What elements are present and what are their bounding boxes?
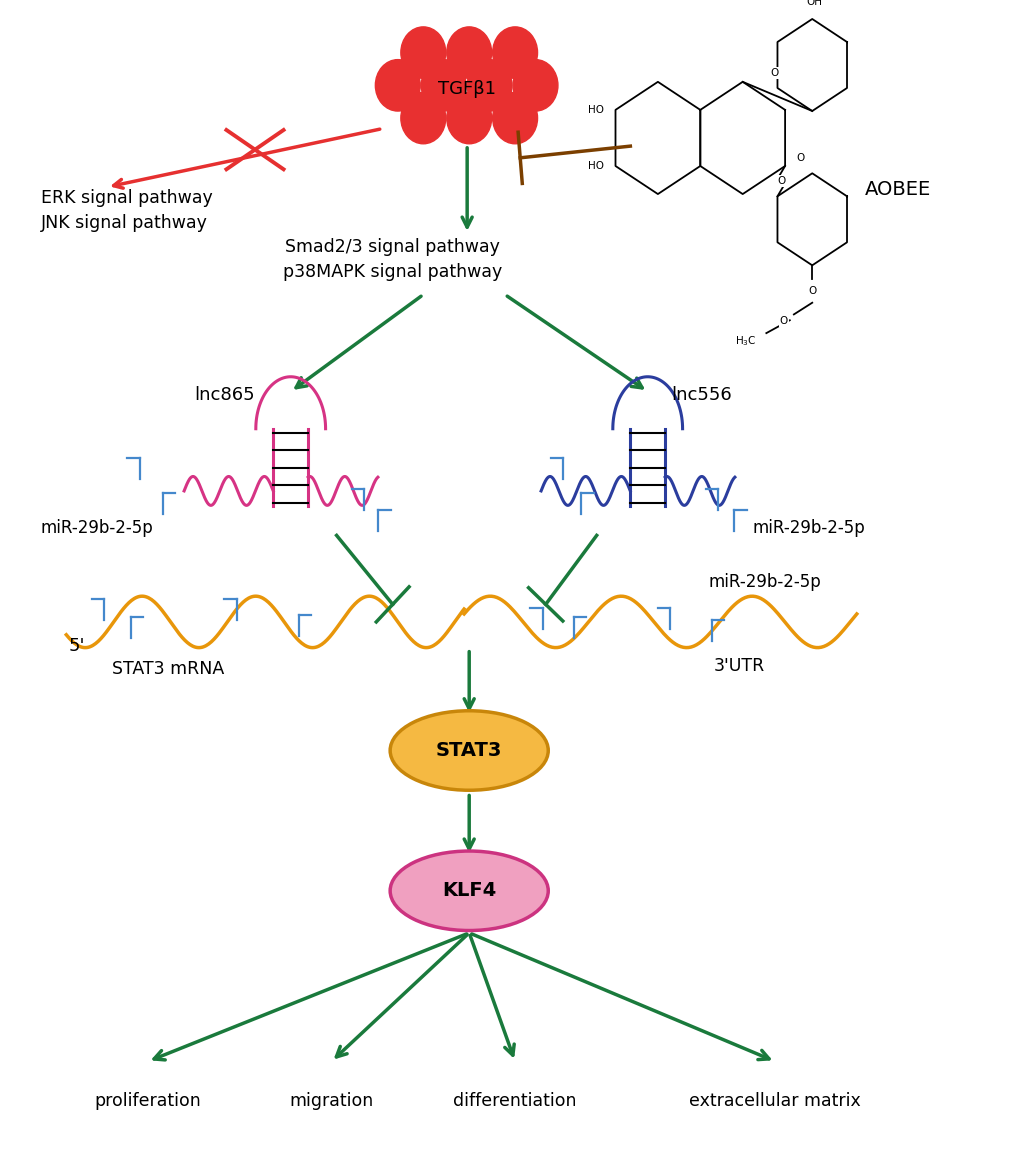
Text: STAT3: STAT3 xyxy=(435,741,502,760)
Text: TGFβ1: TGFβ1 xyxy=(438,79,495,98)
Text: O: O xyxy=(796,153,804,162)
Circle shape xyxy=(400,27,445,78)
Circle shape xyxy=(492,27,537,78)
Text: O: O xyxy=(779,317,787,326)
Circle shape xyxy=(446,92,491,144)
Circle shape xyxy=(400,92,445,144)
Text: H$_3$C: H$_3$C xyxy=(734,334,755,348)
Circle shape xyxy=(421,60,466,111)
Text: KLF4: KLF4 xyxy=(441,881,496,900)
Text: extracellular matrix: extracellular matrix xyxy=(689,1092,860,1111)
Text: lnc865: lnc865 xyxy=(194,386,254,404)
Text: 5': 5' xyxy=(68,637,85,656)
Ellipse shape xyxy=(390,851,548,931)
Text: ERK signal pathway
JNK signal pathway: ERK signal pathway JNK signal pathway xyxy=(41,189,212,231)
Text: STAT3 mRNA: STAT3 mRNA xyxy=(112,659,224,678)
Text: Smad2/3 signal pathway
p38MAPK signal pathway: Smad2/3 signal pathway p38MAPK signal pa… xyxy=(283,238,501,281)
Circle shape xyxy=(467,60,512,111)
Circle shape xyxy=(492,92,537,144)
Text: lnc556: lnc556 xyxy=(671,386,732,404)
Circle shape xyxy=(513,60,557,111)
Text: proliferation: proliferation xyxy=(95,1092,201,1111)
Text: migration: migration xyxy=(289,1092,373,1111)
Text: miR-29b-2-5p: miR-29b-2-5p xyxy=(41,519,154,538)
Text: miR-29b-2-5p: miR-29b-2-5p xyxy=(708,573,821,592)
Text: miR-29b-2-5p: miR-29b-2-5p xyxy=(752,519,865,538)
Text: O: O xyxy=(769,68,777,78)
Text: O: O xyxy=(776,177,785,186)
Text: differentiation: differentiation xyxy=(452,1092,577,1111)
Text: AOBEE: AOBEE xyxy=(864,180,929,199)
Text: O: O xyxy=(807,286,815,296)
Text: OH: OH xyxy=(805,0,821,7)
Circle shape xyxy=(446,27,491,78)
Circle shape xyxy=(375,60,420,111)
Text: HO: HO xyxy=(588,161,603,171)
Text: HO: HO xyxy=(588,105,603,115)
Ellipse shape xyxy=(390,711,548,790)
Text: 3'UTR: 3'UTR xyxy=(713,657,764,676)
